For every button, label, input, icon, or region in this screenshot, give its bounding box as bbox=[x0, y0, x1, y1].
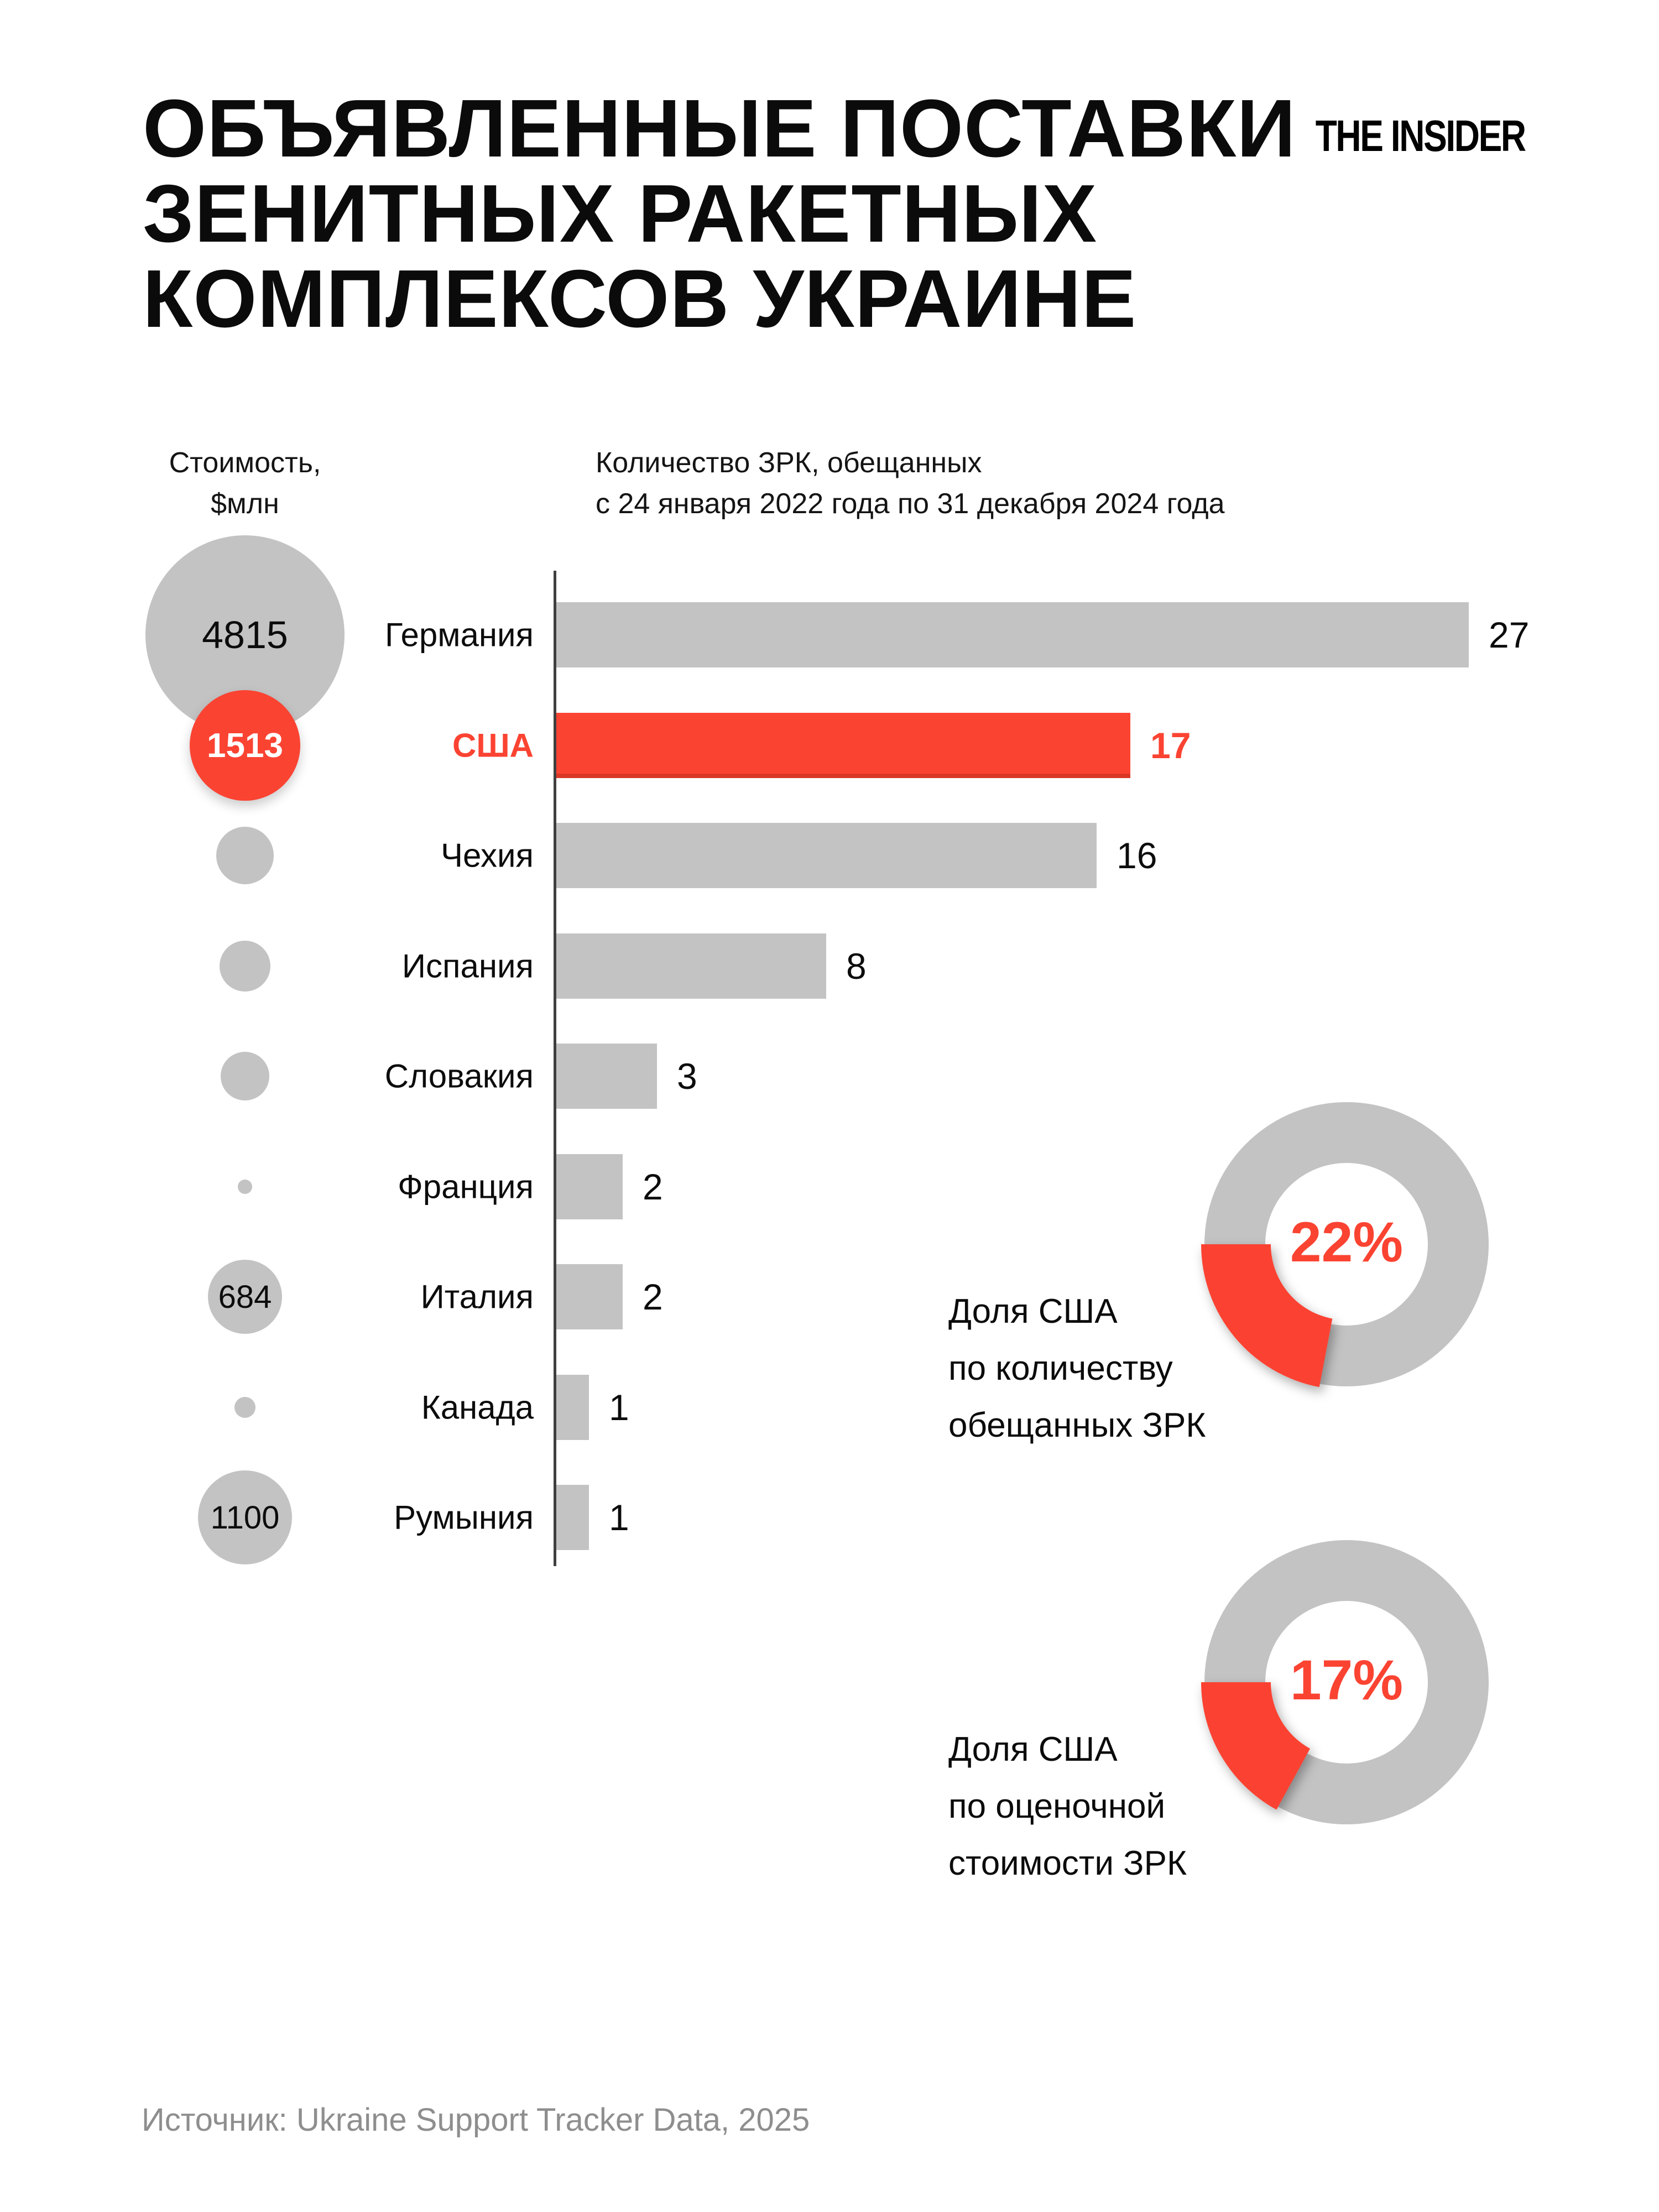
bar-value-label: 2 bbox=[643, 1166, 663, 1207]
bar-value-label: 3 bbox=[677, 1056, 697, 1097]
brand-logo: THE INSIDER bbox=[1316, 111, 1526, 160]
cost-bubble: 1513 bbox=[190, 690, 300, 801]
cost-header-line: Стоимость, bbox=[169, 447, 321, 479]
bar bbox=[555, 713, 1130, 778]
country-label: Италия bbox=[420, 1278, 534, 1316]
page-title-line: ОБЪЯВЛЕННЫЕ ПОСТАВКИ bbox=[143, 83, 1296, 174]
page-title: ОБЪЯВЛЕННЫЕ ПОСТАВКИ ЗЕНИТНЫХ РАКЕТНЫХ К… bbox=[143, 86, 1296, 342]
donut-caption-count: Доля США по количеству обещанных ЗРК bbox=[948, 1283, 1206, 1454]
quantity-header-line: Количество ЗРК, обещанных bbox=[596, 447, 982, 479]
country-label: Словакия bbox=[384, 1057, 534, 1095]
bar-value-label: 1 bbox=[609, 1387, 629, 1428]
cost-bubble bbox=[238, 1180, 252, 1194]
donut-us-share-by-cost: 17% bbox=[1201, 1540, 1489, 1824]
donut-caption-line: по оценочной bbox=[948, 1787, 1166, 1825]
country-label: Чехия bbox=[440, 837, 534, 874]
cost-header-line: $млн bbox=[211, 488, 279, 520]
cost-bubble: 1100 bbox=[198, 1470, 292, 1564]
cost-bubble-value: 684 bbox=[218, 1279, 272, 1315]
donut-percent-label: 22% bbox=[1290, 1211, 1403, 1274]
donut-caption-line: Доля США bbox=[948, 1292, 1118, 1331]
chart-row-slovakia: Словакия 3 bbox=[0, 1021, 1659, 1131]
cost-column-header: Стоимость, $млн bbox=[107, 442, 383, 524]
chart-row-canada: Канада 1 bbox=[0, 1352, 1659, 1463]
bar bbox=[555, 823, 1097, 888]
chart-row-romania: 1100 Румыния 1 bbox=[0, 1462, 1659, 1573]
donut-wedge-us bbox=[1201, 1244, 1333, 1387]
donut-wedge-us bbox=[1201, 1682, 1310, 1810]
cost-bubble bbox=[216, 827, 274, 884]
bar-value-label: 1 bbox=[609, 1497, 629, 1538]
quantity-column-header: Количество ЗРК, обещанных с 24 января 20… bbox=[596, 442, 1225, 524]
bar bbox=[555, 1044, 657, 1109]
page-title-line: ЗЕНИТНЫХ РАКЕТНЫХ bbox=[143, 168, 1098, 259]
cost-bubble-value: 1100 bbox=[210, 1499, 280, 1536]
bar bbox=[555, 1375, 589, 1440]
donut-us-share-by-count: 22% bbox=[1201, 1102, 1489, 1387]
bar-value-label: 16 bbox=[1117, 835, 1157, 876]
bar bbox=[555, 1264, 623, 1329]
bar-value-label: 2 bbox=[643, 1276, 663, 1317]
bar-value-label: 8 bbox=[846, 946, 867, 987]
quantity-header-line: с 24 января 2022 года по 31 декабря 2024… bbox=[596, 488, 1225, 520]
cost-bubble-value: 4815 bbox=[202, 613, 288, 656]
bar-value-label: 27 bbox=[1489, 614, 1530, 655]
chart-row-germany: 4815 Германия 27 bbox=[0, 535, 1659, 734]
chart-row-czechia: Чехия 16 bbox=[0, 800, 1659, 911]
chart-row-france: Франция 2 bbox=[0, 1131, 1659, 1242]
bar-value-label: 17 bbox=[1150, 725, 1191, 766]
country-label: США bbox=[452, 727, 534, 764]
cost-bubble: 684 bbox=[208, 1260, 282, 1334]
cost-bubble bbox=[220, 941, 270, 992]
cost-bubble bbox=[234, 1397, 255, 1418]
country-label: Румыния bbox=[394, 1499, 534, 1536]
donut-caption-cost: Доля США по оценочной стоимости ЗРК bbox=[948, 1721, 1187, 1892]
country-label: Канада bbox=[421, 1389, 534, 1426]
bar bbox=[555, 1154, 623, 1219]
donut-percent-label: 17% bbox=[1290, 1648, 1403, 1712]
bar bbox=[555, 1485, 589, 1550]
donut-caption-line: стоимости ЗРК bbox=[948, 1844, 1187, 1882]
country-label: Франция bbox=[398, 1168, 534, 1206]
chart-row-spain: Испания 8 bbox=[0, 911, 1659, 1021]
bar bbox=[555, 933, 826, 999]
country-label: Испания bbox=[401, 947, 534, 985]
donut-caption-line: Доля США bbox=[948, 1730, 1118, 1768]
chart-row-italy: 684 Италия 2 bbox=[0, 1241, 1659, 1352]
donut-caption-line: по количеству bbox=[948, 1349, 1173, 1387]
bar bbox=[555, 602, 1469, 667]
bar-chart-axis bbox=[554, 571, 556, 1566]
cost-bubble bbox=[221, 1052, 269, 1100]
country-label: Германия bbox=[385, 616, 534, 654]
chart-row-usa: 1513 США 17 bbox=[0, 690, 1659, 801]
page-title-line: КОМПЛЕКСОВ УКРАИНЕ bbox=[143, 253, 1137, 345]
source-note: Источник: Ukraine Support Tracker Data, … bbox=[142, 2102, 810, 2138]
donut-caption-line: обещанных ЗРК bbox=[948, 1406, 1206, 1444]
cost-bubble-value: 1513 bbox=[207, 726, 283, 765]
